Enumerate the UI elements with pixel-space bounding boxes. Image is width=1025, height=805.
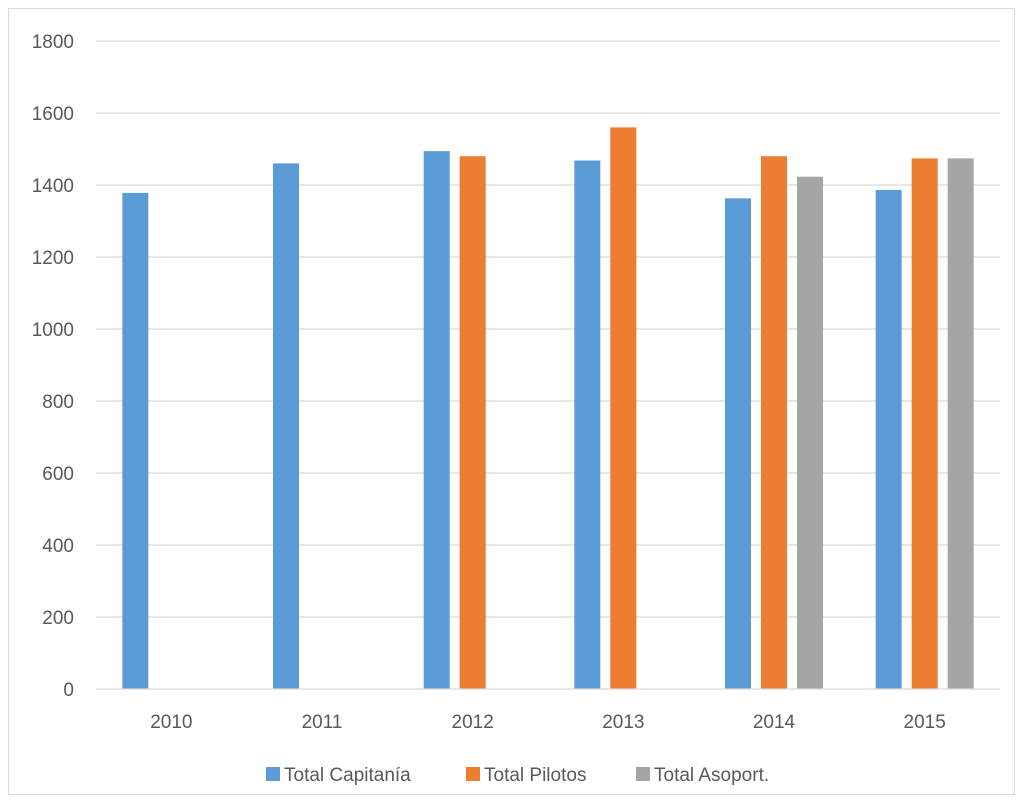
- y-tick-label: 400: [42, 536, 74, 557]
- bar-total-capitan-a-2014: [725, 198, 751, 689]
- x-tick-label: 2011: [302, 712, 343, 733]
- y-tick-label: 1800: [32, 32, 74, 53]
- y-tick-label: 200: [42, 608, 74, 629]
- bar-total-asoport--2014: [797, 176, 823, 690]
- legend-label: Total Pilotos: [484, 765, 586, 786]
- x-tick-label: 2010: [150, 712, 192, 733]
- legend-label: Total Capitanía: [284, 765, 411, 786]
- y-tick-label: 1200: [32, 248, 74, 269]
- bar-total-pilotos-2013: [610, 127, 637, 689]
- bar-total-capitan-a-2013: [574, 160, 601, 689]
- legend-swatch: [636, 767, 650, 781]
- y-tick-label: 1400: [32, 176, 74, 197]
- y-tick-label: 0: [63, 680, 74, 701]
- gridlines: [96, 40, 1000, 618]
- x-tick-label: 2013: [602, 712, 644, 733]
- x-tick-label: 2014: [753, 712, 796, 733]
- legend-label: Total Asoport.: [654, 765, 769, 786]
- x-tick-label: 2012: [452, 712, 494, 733]
- bar-total-pilotos-2015: [911, 158, 938, 690]
- y-axis-tick-labels: 0 200 400 600 800 1000 1200 1400 1600 1800: [32, 32, 74, 701]
- bar-total-capitan-a-2011: [273, 163, 299, 689]
- bars: [122, 127, 974, 690]
- y-tick-label: 600: [42, 464, 74, 485]
- legend: Total Capitanía Total Pilotos Total Asopor…: [266, 765, 769, 786]
- bar-total-pilotos-2012: [459, 156, 486, 689]
- y-tick-label: 1000: [32, 320, 74, 341]
- y-tick-label: 1600: [32, 104, 74, 125]
- bar-total-capitan-a-2015: [875, 190, 902, 690]
- legend-swatch: [266, 767, 280, 781]
- legend-swatch: [466, 767, 480, 781]
- x-tick-label: 2015: [904, 712, 946, 733]
- x-axis-tick-labels: 2010 2011 2012 2013 2014 2015: [150, 712, 946, 733]
- bar-total-asoport--2015: [947, 158, 974, 690]
- bar-total-capitan-a-2012: [423, 151, 450, 689]
- y-tick-label: 800: [42, 392, 74, 413]
- bar-total-pilotos-2014: [761, 156, 787, 689]
- bar-total-capitan-a-2010: [122, 192, 149, 690]
